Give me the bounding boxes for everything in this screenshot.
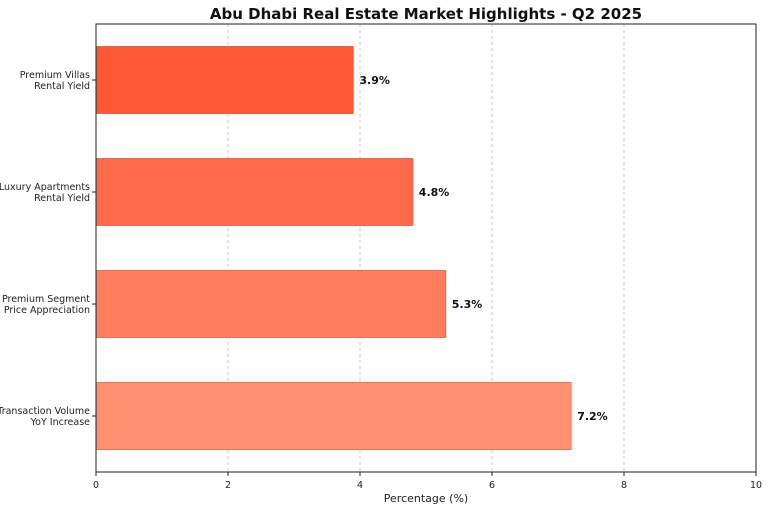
- category-label-line: YoY Increase: [30, 417, 91, 428]
- bars: [95, 46, 572, 450]
- category-label: Luxury Apartments Rental Yield: [0, 182, 90, 204]
- bar-value-label: 7.2%: [577, 410, 608, 423]
- category-label-line: Rental Yield: [34, 193, 90, 204]
- category-label: Premium Segment Price Appreciation: [2, 294, 90, 316]
- bar-value-label: 3.9%: [359, 74, 390, 87]
- plot-frame: [95, 23, 757, 473]
- category-label-line: Luxury Apartments: [0, 182, 90, 193]
- bar-value-label: 4.8%: [419, 186, 450, 199]
- bar-value-label: 5.3%: [452, 298, 483, 311]
- bar: [95, 382, 572, 450]
- bar: [95, 270, 447, 338]
- x-axis: 0 2 4 6 8 10: [93, 472, 762, 491]
- category-label-line: Premium Segment: [2, 294, 90, 305]
- category-label-line: Price Appreciation: [4, 305, 90, 316]
- x-tick-label: 6: [489, 480, 495, 491]
- bar: [95, 46, 354, 114]
- value-labels: 3.9% 4.8% 5.3% 7.2%: [359, 74, 607, 423]
- category-label-line: Transaction Volume: [0, 406, 90, 417]
- category-label-line: Premium Villas: [20, 70, 90, 81]
- x-tick-label: 0: [93, 480, 99, 491]
- category-label: Premium Villas Rental Yield: [20, 70, 90, 92]
- category-label: Transaction Volume YoY Increase: [0, 406, 90, 428]
- x-tick-label: 4: [357, 480, 363, 491]
- x-tick-label: 8: [621, 480, 627, 491]
- category-label-line: Rental Yield: [34, 81, 90, 92]
- x-tick-label: 2: [225, 480, 231, 491]
- chart-title: Abu Dhabi Real Estate Market Highlights …: [210, 5, 642, 23]
- x-tick-label: 10: [750, 480, 762, 491]
- bar: [95, 158, 414, 226]
- x-axis-label: Percentage (%): [384, 492, 468, 505]
